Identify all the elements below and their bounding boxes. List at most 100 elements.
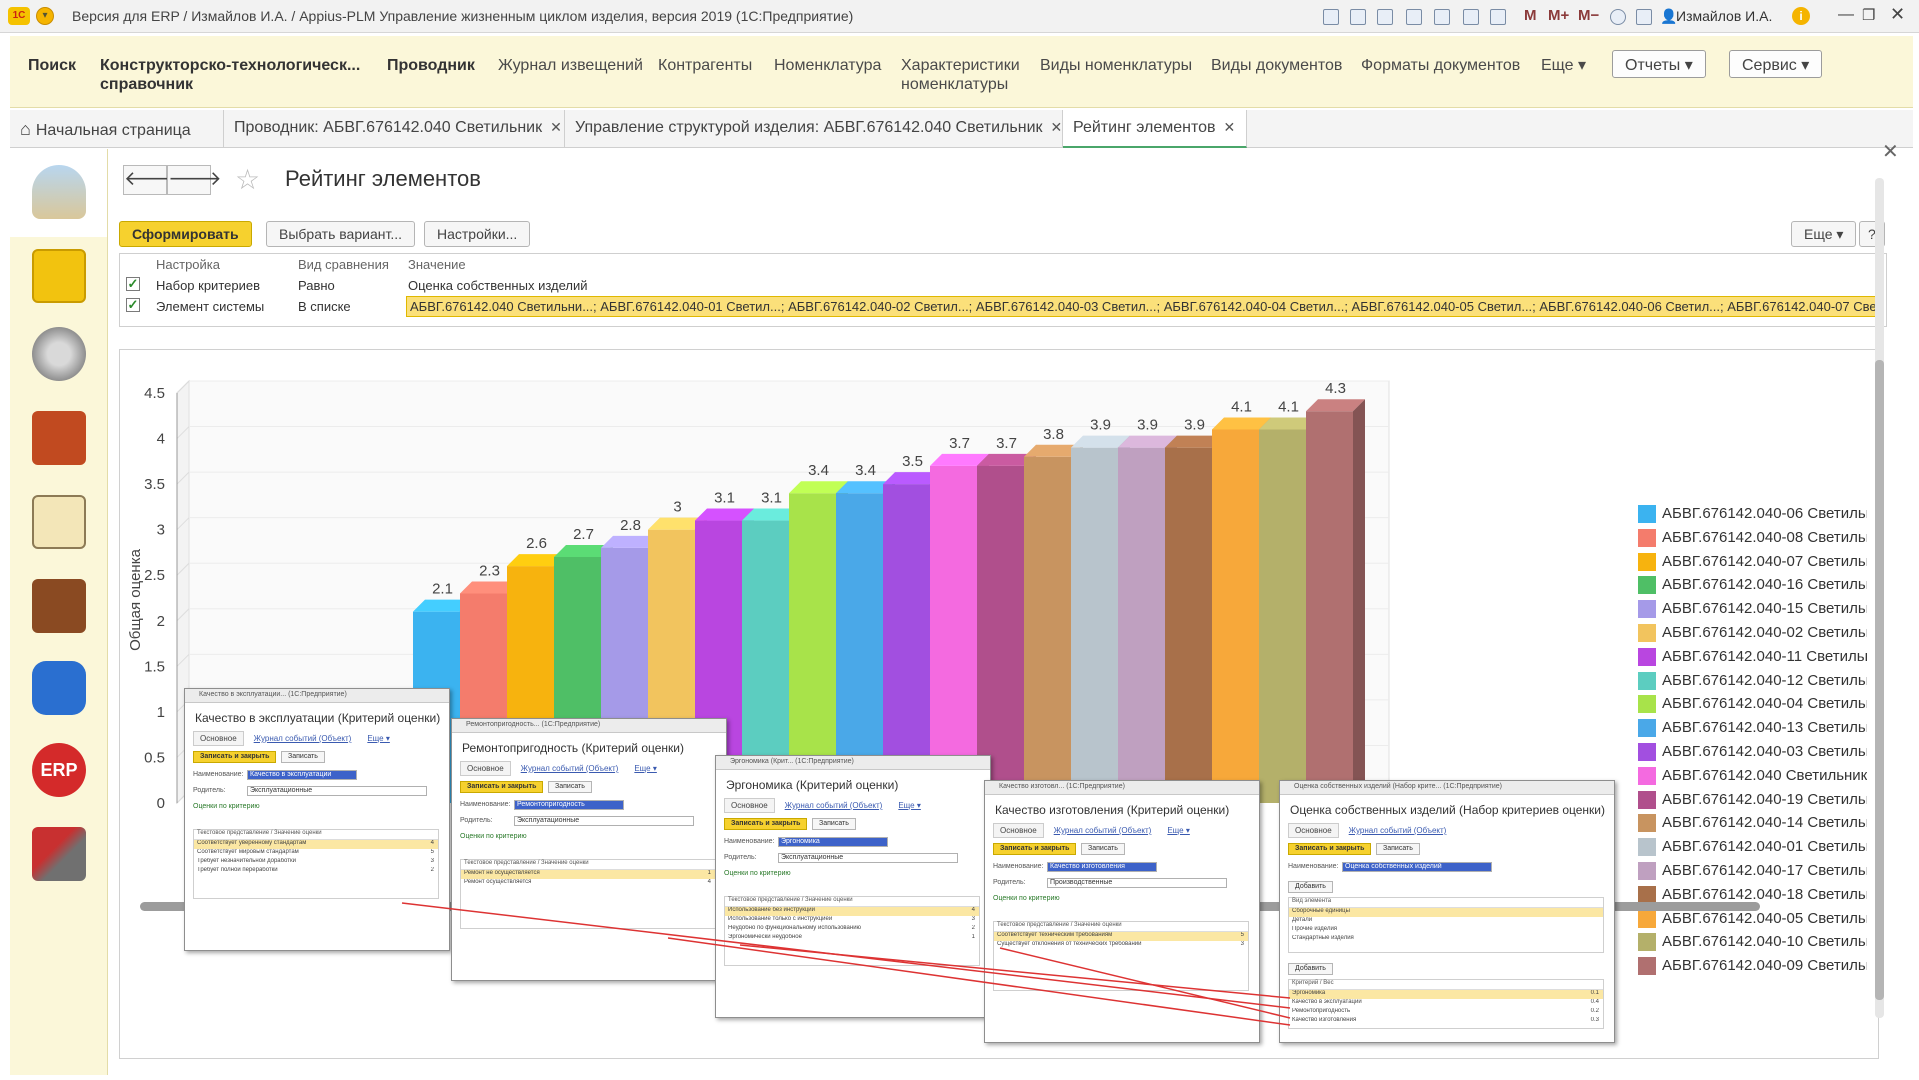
dialog-save-close-button[interactable]: Записать и закрыть [993, 843, 1077, 855]
tools-icon[interactable] [32, 827, 86, 881]
menu-item[interactable]: Характеристики номенклатуры [901, 56, 1020, 94]
zoom-icon[interactable] [1610, 9, 1626, 25]
mail-icon[interactable] [1434, 9, 1450, 25]
grid-row[interactable]: Требует полной переработки 2 [194, 867, 438, 876]
upload-icon[interactable] [1406, 9, 1422, 25]
grid-row[interactable]: Ремонт осуществляется 4 [461, 879, 715, 888]
tab-close-icon[interactable]: ✕ [550, 119, 562, 135]
dialog-name-field[interactable]: Качество изготовления [1047, 862, 1157, 872]
dialog-tab-log[interactable]: Журнал событий (Объект) [520, 764, 619, 773]
desk-lamp-icon[interactable] [32, 165, 86, 219]
grid-row[interactable]: Ремонтопригодность 0.2 [1289, 1008, 1603, 1017]
setting-value[interactable]: Оценка собственных изделий [408, 278, 588, 293]
dialog-tab-log[interactable]: Журнал событий (Объект) [1053, 826, 1152, 835]
dialog-save-button[interactable]: Записать [1376, 843, 1420, 855]
erp-icon[interactable]: ERP [32, 743, 86, 797]
dialog-more-link[interactable]: Еще ▾ [898, 801, 921, 810]
menu-item[interactable]: Проводник [387, 56, 475, 75]
menu-item[interactable]: Виды номенклатуры [1040, 56, 1192, 75]
add-criterion-button[interactable]: Добавить [1288, 963, 1333, 975]
dialog-tab-log[interactable]: Журнал событий (Объект) [1348, 826, 1447, 835]
blocks-icon[interactable] [32, 249, 86, 303]
grid-row[interactable]: Эргономика 0.1 [1289, 990, 1603, 999]
settings-row-criteria-set[interactable]: ✓ Набор критериев Равно Оценка собственн… [120, 275, 1886, 296]
preview-icon[interactable] [1377, 9, 1393, 25]
dialog-save-close-button[interactable]: Записать и закрыть [193, 751, 277, 763]
close-report-icon[interactable]: ✕ [1882, 141, 1899, 163]
dialog-save-button[interactable]: Записать [1081, 843, 1125, 855]
menu-item[interactable]: Конструкторско-технологическ... справочни… [100, 56, 360, 94]
grid-row[interactable]: Неудобно по функциональному использовани… [725, 925, 979, 934]
reports-button[interactable]: Отчеты ▾ [1612, 50, 1706, 78]
main-menu-icon[interactable]: ▾ [36, 7, 54, 25]
calendar-icon[interactable] [1490, 9, 1506, 25]
grid-row[interactable]: Существует отклонения от технических тре… [994, 941, 1248, 950]
close-window-icon[interactable]: ✕ [1890, 4, 1906, 24]
forward-button[interactable]: 🡒 [167, 165, 222, 195]
more-button[interactable]: Еще ▾ [1791, 221, 1857, 247]
dialog-more-link[interactable]: Еще ▾ [367, 734, 390, 743]
checklist-icon[interactable] [32, 495, 86, 549]
dialog-save-button[interactable]: Записать [548, 781, 592, 793]
grid-row[interactable]: Сборочные единицы [1289, 908, 1603, 917]
tab-close-icon[interactable]: ✕ [1223, 119, 1236, 135]
minimize-icon[interactable]: — [1838, 6, 1854, 23]
grid-row[interactable]: Соответствует техническим требованиям 5 [994, 932, 1248, 941]
memory-minus-button[interactable]: M− [1578, 7, 1600, 24]
dialog-save-button[interactable]: Записать [812, 818, 856, 830]
dialog-name-field[interactable]: Эргономика [778, 837, 888, 847]
dialog-save-close-button[interactable]: Записать и закрыть [1288, 843, 1372, 855]
grid-row[interactable]: Использование только с инструкцией 3 [725, 916, 979, 925]
grid-row[interactable]: Ремонт не осуществляется 1 [461, 870, 715, 879]
memory-plus-button[interactable]: M+ [1548, 7, 1570, 24]
settings-row-system-element[interactable]: ✓ Элемент системы В списке АБВГ.676142.0… [120, 296, 1886, 317]
grid-row[interactable]: Эргономически неудобное 1 [725, 934, 979, 943]
grid-row[interactable]: Детали [1289, 917, 1603, 926]
grid-row[interactable]: Качество в эксплуатации 0.4 [1289, 999, 1603, 1008]
dialog-more-link[interactable]: Еще ▾ [634, 764, 657, 773]
dialog-parent-field[interactable]: Эксплуатационные [247, 786, 427, 796]
dialog-tab-log[interactable]: Журнал событий (Объект) [784, 801, 883, 810]
grid-row[interactable]: Соответствует мировым стандартам 5 [194, 849, 438, 858]
setting-value-selected[interactable]: АБВГ.676142.040 Светильни...; АБВГ.67614… [406, 296, 1884, 317]
dialog-tab-main[interactable]: Основное [993, 823, 1044, 838]
grid-row[interactable]: Прочие изделия [1289, 926, 1603, 935]
choose-variant-button[interactable]: Выбрать вариант... [266, 221, 415, 247]
puzzle-icon[interactable] [32, 661, 86, 715]
tab-item[interactable]: ⌂ Начальная страница [10, 110, 224, 147]
menu-item[interactable]: Контрагенты [658, 56, 752, 75]
menu-item[interactable]: Еще ▾ [1541, 56, 1586, 75]
back-button[interactable]: 🡐 [123, 165, 178, 195]
save-icon[interactable] [1323, 9, 1339, 25]
service-button[interactable]: Сервис ▾ [1729, 50, 1823, 78]
generate-button[interactable]: Сформировать [119, 221, 252, 247]
grid-row[interactable]: Требует незначительной доработки 3 [194, 858, 438, 867]
menu-item[interactable]: Форматы документов [1361, 56, 1520, 75]
grid-row[interactable]: Стандартные изделия [1289, 935, 1603, 944]
calculator-icon[interactable] [1463, 9, 1479, 25]
tab-item[interactable]: Проводник: АБВГ.676142.040 Светильник ✕ [224, 110, 565, 147]
add-type-button[interactable]: Добавить [1288, 881, 1333, 893]
briefcase-icon[interactable] [32, 579, 86, 633]
dialog-save-button[interactable]: Записать [281, 751, 325, 763]
grid-row[interactable]: Соответствует уверенному стандартам 4 [194, 840, 438, 849]
print-icon[interactable] [1350, 9, 1366, 25]
dialog-name-field[interactable]: Оценка собственных изделий [1342, 862, 1492, 872]
legend-scrollbar-thumb[interactable] [1875, 360, 1884, 1000]
dialog-save-close-button[interactable]: Записать и закрыть [460, 781, 544, 793]
dialog-name-field[interactable]: Ремонтопригодность [514, 800, 624, 810]
dialog-tab-main[interactable]: Основное [724, 798, 775, 813]
checkbox-criteria-set[interactable]: ✓ [126, 276, 140, 291]
gears-icon[interactable] [32, 327, 86, 381]
dialog-parent-field[interactable]: Эксплуатационные [778, 853, 958, 863]
user-name[interactable]: Измайлов И.А. [1676, 8, 1773, 24]
dialog-parent-field[interactable]: Эксплуатационные [514, 816, 694, 826]
dialog-tab-main[interactable]: Основное [193, 731, 244, 746]
dialog-tab-log[interactable]: Журнал событий (Объект) [253, 734, 352, 743]
dialog-parent-field[interactable]: Производственные [1047, 878, 1227, 888]
menu-item[interactable]: Номенклатура [774, 56, 881, 75]
tab-close-icon[interactable]: ✕ [1050, 119, 1063, 135]
panels-icon[interactable] [1636, 9, 1652, 25]
settings-button[interactable]: Настройки... [424, 221, 531, 247]
binders-icon[interactable] [32, 411, 86, 465]
